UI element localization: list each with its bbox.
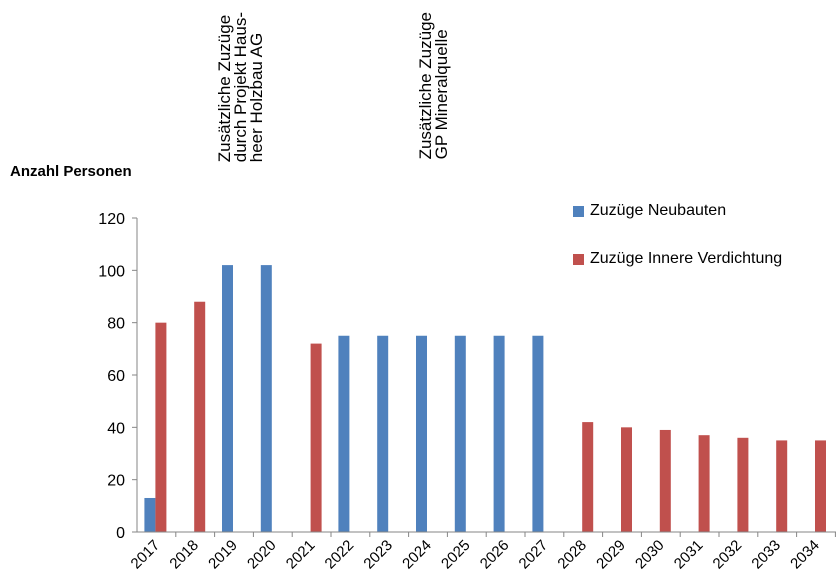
legend-item-verdichtung: Zuzüge Innere Verdichtung — [573, 248, 782, 270]
annotation-hausheer: Zusätzliche Zuzüge durch Projekt Haus- h… — [215, 12, 266, 163]
x-tick-label: 2034 — [787, 537, 823, 573]
legend: Zuzüge Neubauten Zuzüge Innere Verdichtu… — [573, 200, 782, 296]
bar-neubauten-2022 — [338, 335, 350, 532]
x-tick-label: 2028 — [554, 537, 590, 573]
y-tick-label: 40 — [107, 420, 125, 437]
y-tick-label: 20 — [107, 473, 125, 490]
x-tick-label: 2029 — [593, 537, 629, 573]
bar-verdichtung-2029 — [621, 427, 632, 532]
x-tick-label: 2030 — [632, 537, 668, 573]
x-tick-label: 2020 — [244, 537, 280, 573]
x-tick-label: 2026 — [477, 537, 513, 573]
legend-swatch-verdichtung — [573, 253, 584, 265]
x-tick-label: 2021 — [283, 537, 319, 573]
y-axis-ticks: 0 20 40 60 80 100 120 — [98, 211, 137, 542]
bar-neubauten-2019 — [222, 265, 233, 532]
bar-verdichtung-2018 — [194, 301, 206, 532]
bar-neubauten-2024 — [416, 335, 427, 532]
y-tick-label: 0 — [116, 525, 125, 542]
x-tick-label: 2027 — [516, 537, 552, 573]
x-tick-label: 2024 — [399, 537, 435, 573]
bar-verdichtung-2033 — [776, 440, 788, 532]
legend-label-verdichtung: Zuzüge Innere Verdichtung — [590, 250, 783, 267]
y-tick-label: 100 — [98, 263, 125, 280]
x-tick-label: 2019 — [205, 537, 241, 573]
annotation-mineralquelle: Zusätzliche Zuzüge GP Mineralquelle — [416, 12, 451, 160]
x-tick-label: 2033 — [748, 537, 784, 573]
x-tick-label: 2031 — [671, 537, 707, 573]
x-tick-label: 2022 — [322, 537, 358, 573]
y-axis-title: Anzahl Personen — [10, 163, 132, 180]
bars — [144, 265, 826, 532]
bar-verdichtung-2034 — [815, 440, 826, 532]
y-tick-label: 120 — [98, 211, 125, 228]
x-axis-ticks: 2017 2018 2019 2020 2021 2022 2023 2024 2025 2026… — [128, 532, 836, 572]
legend-item-neubauten: Zuzüge Neubauten — [573, 200, 782, 222]
bar-verdichtung-2031 — [698, 435, 710, 532]
bar-verdichtung-2021 — [310, 343, 322, 532]
y-tick-label: 60 — [107, 368, 125, 385]
x-tick-label: 2017 — [128, 537, 164, 573]
bar-neubauten-2020 — [260, 265, 272, 532]
bar-verdichtung-2028 — [582, 422, 594, 532]
x-tick-label: 2023 — [360, 537, 396, 573]
bar-verdichtung-2032 — [737, 437, 749, 532]
bar-neubauten-2025 — [454, 335, 466, 532]
bar-neubauten-2027 — [532, 335, 544, 532]
y-tick-label: 80 — [107, 316, 125, 333]
bar-verdichtung-2017 — [155, 322, 167, 532]
bar-neubauten-2026 — [493, 335, 505, 532]
bar-neubauten-2023 — [377, 335, 389, 532]
x-tick-label: 2025 — [438, 537, 474, 573]
x-tick-label: 2032 — [710, 537, 746, 573]
legend-swatch-neubauten — [573, 205, 584, 217]
bar-neubauten-2017 — [144, 497, 156, 532]
legend-label-neubauten: Zuzüge Neubauten — [590, 202, 727, 219]
bar-verdichtung-2030 — [659, 429, 671, 532]
x-tick-label: 2018 — [166, 537, 202, 573]
